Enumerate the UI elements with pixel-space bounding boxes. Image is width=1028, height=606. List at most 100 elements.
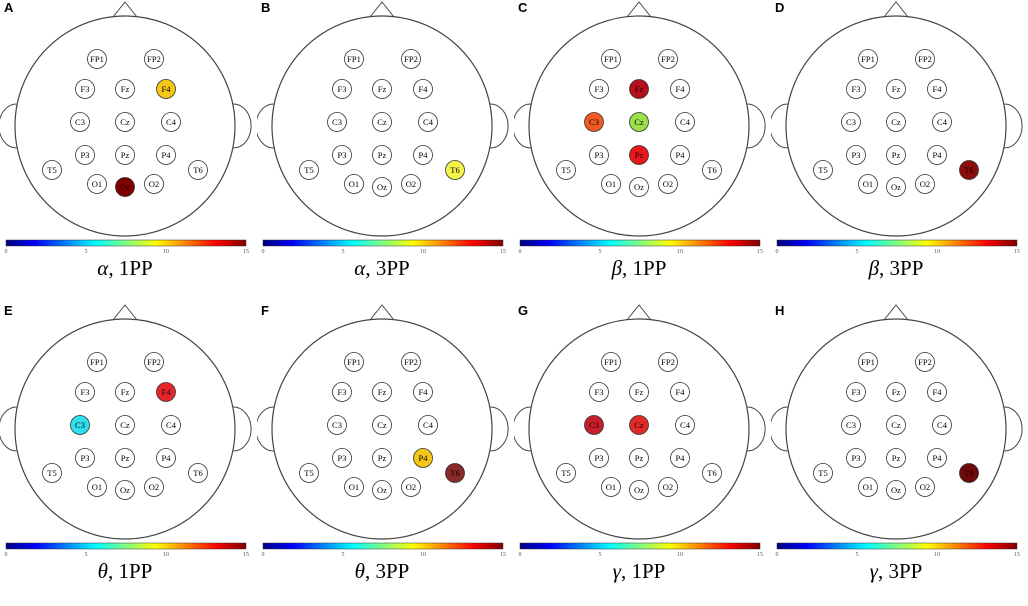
electrode-label: C4 bbox=[680, 420, 691, 430]
nose bbox=[626, 304, 652, 321]
electrode-c3: C3 bbox=[841, 415, 861, 435]
electrode-label: O1 bbox=[606, 179, 616, 189]
panel-letter: C bbox=[518, 0, 528, 15]
panel-caption: α, 1PP bbox=[0, 256, 250, 281]
colorbar-tick: 10 bbox=[677, 552, 683, 558]
electrode-f4: F4 bbox=[670, 382, 690, 402]
electrode-fz: Fz bbox=[629, 382, 649, 402]
electrode-label: Fz bbox=[121, 387, 130, 397]
colorbar bbox=[262, 239, 504, 247]
electrode-c3: C3 bbox=[841, 112, 861, 132]
electrode-cz: Cz bbox=[372, 415, 392, 435]
panel-letter: G bbox=[518, 303, 529, 318]
band-symbol: α bbox=[97, 256, 109, 280]
electrode-t5: T5 bbox=[813, 463, 833, 483]
electrode-fp1: FP1 bbox=[87, 352, 107, 372]
electrode-label: Cz bbox=[634, 117, 644, 127]
electrode-t5: T5 bbox=[42, 463, 62, 483]
band-symbol: θ bbox=[97, 559, 108, 583]
electrode-label: T6 bbox=[193, 165, 202, 175]
electrode-label: FP1 bbox=[90, 357, 104, 367]
electrode-f4: F4 bbox=[156, 382, 176, 402]
electrode-fp1: FP1 bbox=[344, 352, 364, 372]
electrode-t5: T5 bbox=[42, 160, 62, 180]
electrode-label: Fz bbox=[378, 387, 387, 397]
electrode-fp1: FP1 bbox=[858, 352, 878, 372]
colorbar-tick: 10 bbox=[420, 249, 426, 255]
electrode-p4: P4 bbox=[670, 145, 690, 165]
electrode-p4: P4 bbox=[927, 145, 947, 165]
electrode-t5: T5 bbox=[299, 160, 319, 180]
colorbar-tick: 15 bbox=[500, 249, 506, 255]
electrode-pz: Pz bbox=[372, 448, 392, 468]
electrode-label: T5 bbox=[304, 165, 313, 175]
colorbar-tick: 0 bbox=[519, 249, 522, 255]
electrode-fp2: FP2 bbox=[658, 352, 678, 372]
panel-caption: θ, 3PP bbox=[257, 559, 507, 584]
electrode-label: F3 bbox=[81, 84, 90, 94]
electrode-label: Pz bbox=[892, 150, 901, 160]
electrode-f3: F3 bbox=[589, 79, 609, 99]
electrode-fp2: FP2 bbox=[915, 49, 935, 69]
electrode-label: C3 bbox=[332, 420, 342, 430]
electrode-t5: T5 bbox=[556, 160, 576, 180]
right-ear bbox=[747, 103, 766, 149]
panel-letter: A bbox=[4, 0, 14, 15]
electrode-label: P4 bbox=[162, 150, 172, 160]
colorbar-tick: 10 bbox=[163, 249, 169, 255]
head-map: FP1 FP2 F3 Fz F4 C3 Cz C4 P3 Pz P4 T5 T6 O1 Oz O2 0 5 10 15 bbox=[0, 1, 252, 255]
electrode-fp1: FP1 bbox=[858, 49, 878, 69]
electrode-label: FP1 bbox=[90, 54, 104, 64]
electrode-fp1: FP1 bbox=[344, 49, 364, 69]
electrode-p3: P3 bbox=[332, 448, 352, 468]
condition-label: , 1PP bbox=[107, 559, 153, 583]
colorbar bbox=[262, 542, 504, 550]
electrode-pz: Pz bbox=[629, 145, 649, 165]
panel-g: G FP1 FP2 F3 Fz F4 C3 Cz C4 P3 Pz P4 T5 T6 O1 Oz O2 0 5 10 1… bbox=[514, 303, 771, 606]
electrode-label: Pz bbox=[121, 453, 130, 463]
electrode-c4: C4 bbox=[932, 112, 952, 132]
electrode-label: O1 bbox=[349, 179, 359, 189]
electrode-label: Oz bbox=[377, 182, 387, 192]
colorbar-tick: 15 bbox=[1014, 249, 1020, 255]
electrode-f3: F3 bbox=[846, 382, 866, 402]
electrode-oz: Oz bbox=[115, 480, 135, 500]
electrode-label: O1 bbox=[863, 179, 873, 189]
electrode-f4: F4 bbox=[413, 382, 433, 402]
electrode-p3: P3 bbox=[332, 145, 352, 165]
nose bbox=[626, 1, 652, 18]
electrode-c4: C4 bbox=[161, 415, 181, 435]
electrode-label: O2 bbox=[663, 179, 673, 189]
electrode-label: P4 bbox=[676, 453, 686, 463]
electrode-label: P4 bbox=[419, 453, 429, 463]
colorbar-tick: 0 bbox=[5, 249, 8, 255]
electrode-label: O2 bbox=[920, 482, 930, 492]
electrode-c3: C3 bbox=[327, 112, 347, 132]
electrode-p3: P3 bbox=[846, 145, 866, 165]
electrode-o2: O2 bbox=[915, 174, 935, 194]
electrode-oz: Oz bbox=[629, 177, 649, 197]
electrode-t6: T6 bbox=[445, 463, 465, 483]
panel-caption: γ, 1PP bbox=[514, 559, 764, 584]
colorbar-tick: 10 bbox=[934, 552, 940, 558]
electrode-fp2: FP2 bbox=[915, 352, 935, 372]
electrode-o2: O2 bbox=[401, 477, 421, 497]
colorbar-tick: 15 bbox=[757, 249, 763, 255]
colorbar-tick: 5 bbox=[599, 552, 602, 558]
electrode-p4: P4 bbox=[413, 448, 433, 468]
electrode-label: T5 bbox=[304, 468, 313, 478]
colorbar-tick: 10 bbox=[677, 249, 683, 255]
panel-e: E FP1 FP2 F3 Fz F4 C3 Cz C4 P3 Pz P4 T5 T6 O1 Oz O2 0 5 10 1… bbox=[0, 303, 257, 606]
electrode-p4: P4 bbox=[413, 145, 433, 165]
electrode-label: T5 bbox=[561, 165, 570, 175]
electrode-label: P4 bbox=[162, 453, 172, 463]
electrode-p3: P3 bbox=[75, 448, 95, 468]
electrode-label: T5 bbox=[47, 468, 56, 478]
electrode-fz: Fz bbox=[886, 79, 906, 99]
electrode-p4: P4 bbox=[670, 448, 690, 468]
colorbar bbox=[519, 239, 761, 247]
electrode-c4: C4 bbox=[932, 415, 952, 435]
electrode-fz: Fz bbox=[629, 79, 649, 99]
electrode-label: P4 bbox=[933, 150, 943, 160]
